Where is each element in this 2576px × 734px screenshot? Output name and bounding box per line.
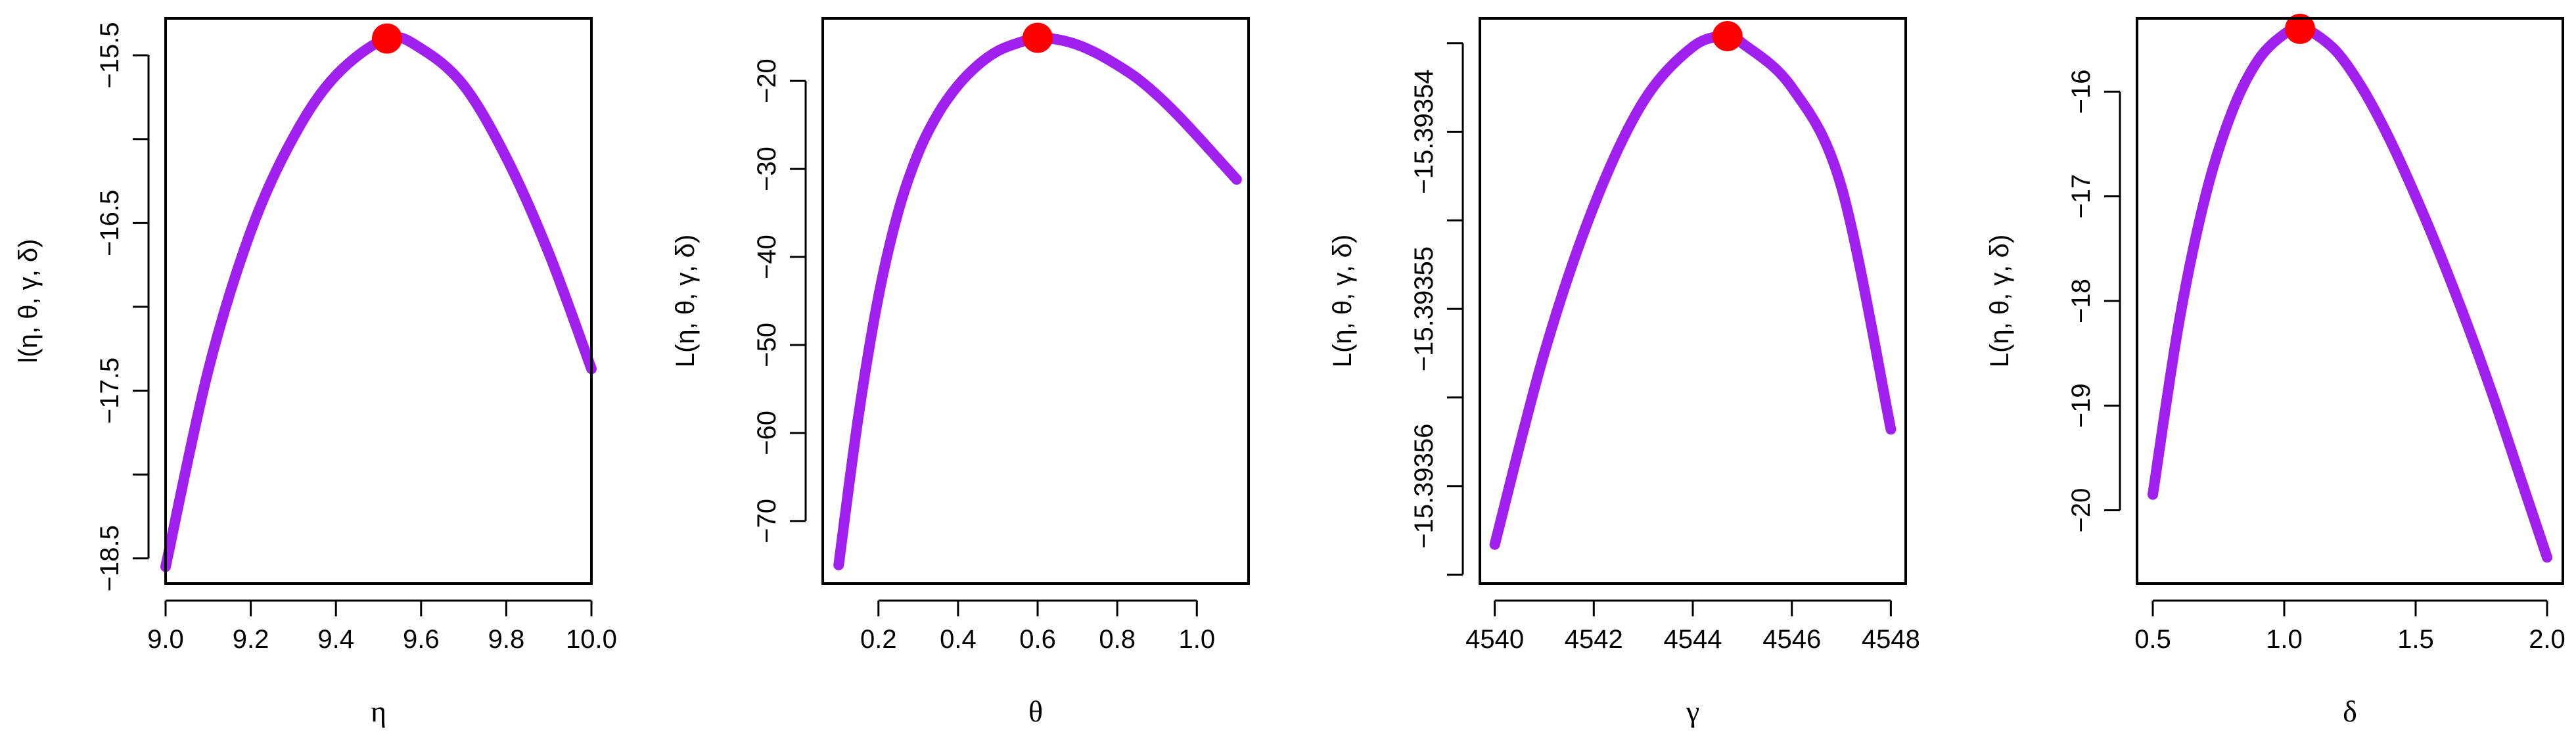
plot-frame <box>1479 17 1907 585</box>
y-tick-label: −17.5 <box>95 357 124 424</box>
y-tick-label: −70 <box>752 499 781 543</box>
y-axis-label: L(η, θ, γ, δ) <box>1985 235 2014 367</box>
x-tick-label: 9.6 <box>403 625 440 654</box>
y-tick-label: −20 <box>2067 488 2096 533</box>
plot-frame <box>2136 17 2564 585</box>
y-tick-label: −20 <box>752 58 781 103</box>
y-tick-label: −50 <box>752 323 781 367</box>
y-tick-label: −15.39355 <box>1410 246 1438 371</box>
x-tick-label: 9.0 <box>147 625 184 654</box>
x-axis-label: θ <box>1028 695 1043 728</box>
optimum-point <box>2285 13 2315 44</box>
x-axis-label: η <box>371 695 386 728</box>
x-tick-label: 0.6 <box>1019 625 1056 654</box>
y-tick-label: −18.5 <box>95 525 124 591</box>
x-axis-label: γ <box>1686 695 1699 728</box>
y-axis-label: L(η, θ, γ, δ) <box>671 235 700 367</box>
likelihood-curve <box>2148 23 2552 563</box>
y-tick-label: −19 <box>2067 383 2096 428</box>
y-tick-label: −40 <box>752 235 781 279</box>
y-tick-label: −17 <box>2067 174 2096 219</box>
panel-theta: 0.2 0.4 0.6 0.8 1.0 −20 −30 −40 −50 −60 −70 θ L(η… <box>671 17 1250 728</box>
y-tick-label: −60 <box>752 411 781 455</box>
y-tick-label: −18 <box>2067 279 2096 323</box>
x-tick-label: 4544 <box>1664 625 1722 654</box>
x-tick-label: 1.5 <box>2397 625 2434 654</box>
x-tick-label: 1.0 <box>1178 625 1215 654</box>
x-axis-label: δ <box>2343 695 2357 728</box>
x-tick-label: 10.0 <box>566 625 617 654</box>
panel-eta: 9.0 9.2 9.4 9.6 9.8 10.0 −15.5 −16.5 −17.5 −18.5… <box>14 17 617 728</box>
y-tick-label: −15.39356 <box>1410 424 1438 549</box>
x-tick-label: 4546 <box>1762 625 1821 654</box>
x-tick-label: 9.4 <box>317 625 354 654</box>
likelihood-curve <box>160 32 597 572</box>
plot-frame <box>821 17 1250 585</box>
y-tick-label: −15.5 <box>95 22 124 89</box>
x-tick-label: 4542 <box>1565 625 1623 654</box>
y-tick-label: −15.39354 <box>1410 69 1438 194</box>
optimum-point <box>371 23 402 54</box>
panel-delta: 0.5 1.0 1.5 2.0 −16 −17 −18 −19 −20 δ L(η, θ, γ… <box>1985 13 2565 728</box>
y-axis-label: L(η, θ, γ, δ) <box>1328 235 1357 367</box>
x-tick-label: 0.4 <box>940 625 977 654</box>
x-tick-label: 4540 <box>1465 625 1524 654</box>
x-tick-label: 9.2 <box>233 625 269 654</box>
optimum-point <box>1712 20 1743 51</box>
y-tick-label: −16.5 <box>95 190 124 256</box>
x-tick-label: 0.5 <box>2134 625 2171 654</box>
x-tick-label: 0.2 <box>860 625 897 654</box>
y-tick-label: −16 <box>2067 70 2096 114</box>
optimum-point <box>1023 22 1053 53</box>
y-axis-label: l(η, θ, γ, δ) <box>14 239 43 363</box>
x-tick-label: 2.0 <box>2529 625 2565 654</box>
y-tick-label: −30 <box>752 147 781 191</box>
x-tick-label: 0.8 <box>1099 625 1136 654</box>
likelihood-curve <box>1489 30 1897 550</box>
x-tick-label: 9.8 <box>488 625 525 654</box>
x-tick-label: 1.0 <box>2266 625 2303 654</box>
likelihood-curve <box>833 32 1242 570</box>
x-tick-label: 4548 <box>1862 625 1920 654</box>
panel-gamma: 4540 4542 4544 4546 4548 −15.39354 −15.39355 −… <box>1328 17 1920 728</box>
plot-frame <box>164 17 593 585</box>
